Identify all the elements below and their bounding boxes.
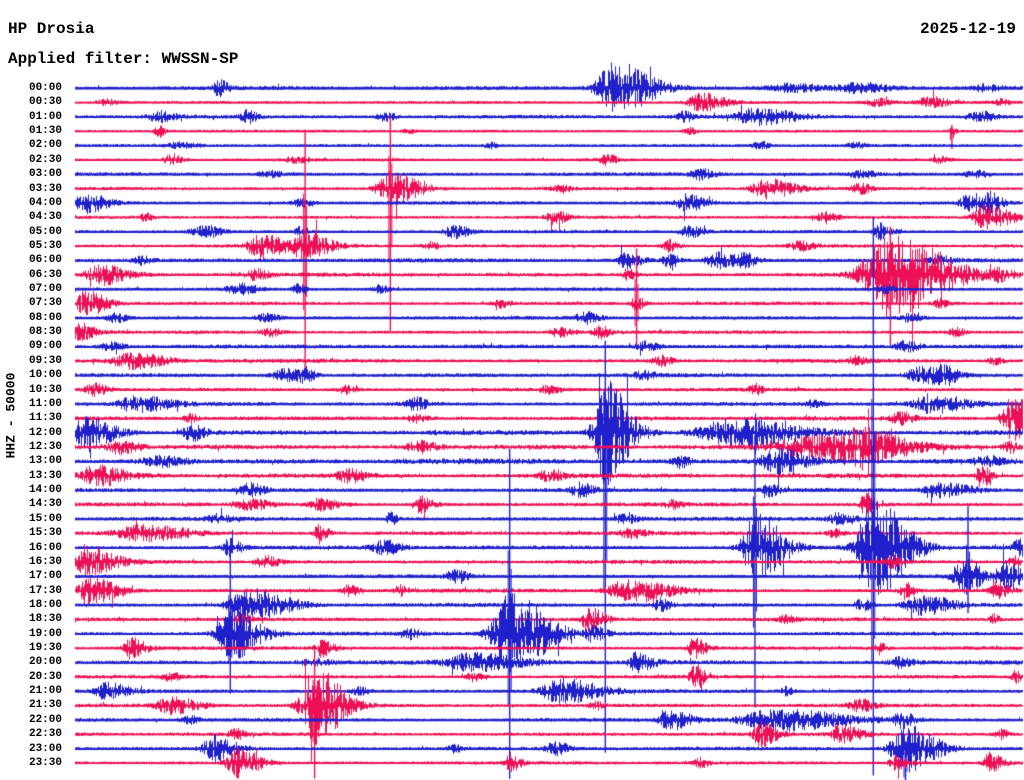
time-label: 15:30 — [28, 527, 62, 539]
time-label: 03:30 — [28, 183, 62, 195]
time-label: 05:30 — [28, 240, 62, 252]
time-label: 09:00 — [28, 340, 62, 352]
time-label: 03:00 — [28, 168, 62, 180]
time-label: 16:00 — [28, 542, 62, 554]
time-label: 02:30 — [28, 154, 62, 166]
time-label: 14:00 — [28, 484, 62, 496]
time-label: 11:30 — [28, 412, 62, 424]
time-label: 08:30 — [28, 326, 62, 338]
time-label: 17:00 — [28, 570, 62, 582]
time-label: 23:30 — [28, 757, 62, 769]
time-label: 20:00 — [28, 656, 62, 668]
time-label: 17:30 — [28, 585, 62, 597]
time-label: 13:30 — [28, 470, 62, 482]
time-label: 04:30 — [28, 211, 62, 223]
time-label: 23:00 — [28, 743, 62, 755]
time-label: 20:30 — [28, 671, 62, 683]
time-label: 15:00 — [28, 513, 62, 525]
time-label: 14:30 — [28, 498, 62, 510]
time-label: 05:00 — [28, 226, 62, 238]
time-label: 01:30 — [28, 125, 62, 137]
time-label: 13:00 — [28, 455, 62, 467]
time-label: 16:30 — [28, 556, 62, 568]
time-label: 18:30 — [28, 613, 62, 625]
time-label: 08:00 — [28, 312, 62, 324]
time-label: 06:30 — [28, 269, 62, 281]
time-label: 19:00 — [28, 628, 62, 640]
time-label: 19:30 — [28, 642, 62, 654]
time-label: 02:00 — [28, 139, 62, 151]
station-name: HP Drosia — [8, 20, 95, 38]
time-label: 07:30 — [28, 297, 62, 309]
time-label: 00:30 — [28, 96, 62, 108]
time-label: 12:30 — [28, 441, 62, 453]
time-label: 11:00 — [28, 398, 62, 410]
time-label: 04:00 — [28, 197, 62, 209]
time-label: 18:00 — [28, 599, 62, 611]
time-label: 22:00 — [28, 714, 62, 726]
time-label: 06:00 — [28, 254, 62, 266]
time-label: 09:30 — [28, 355, 62, 367]
record-date: 2025-12-19 — [919, 20, 1016, 38]
time-label: 10:30 — [28, 384, 62, 396]
time-label: 10:00 — [28, 369, 62, 381]
time-label: 22:30 — [28, 728, 62, 740]
time-label: 12:00 — [28, 427, 62, 439]
time-label: 21:00 — [28, 685, 62, 697]
time-label: 00:00 — [28, 82, 62, 94]
time-label: 07:00 — [28, 283, 62, 295]
time-label: 21:30 — [28, 699, 62, 711]
time-label: 01:00 — [28, 111, 62, 123]
applied-filter-label: Applied filter: WWSSN-SP — [8, 50, 239, 68]
